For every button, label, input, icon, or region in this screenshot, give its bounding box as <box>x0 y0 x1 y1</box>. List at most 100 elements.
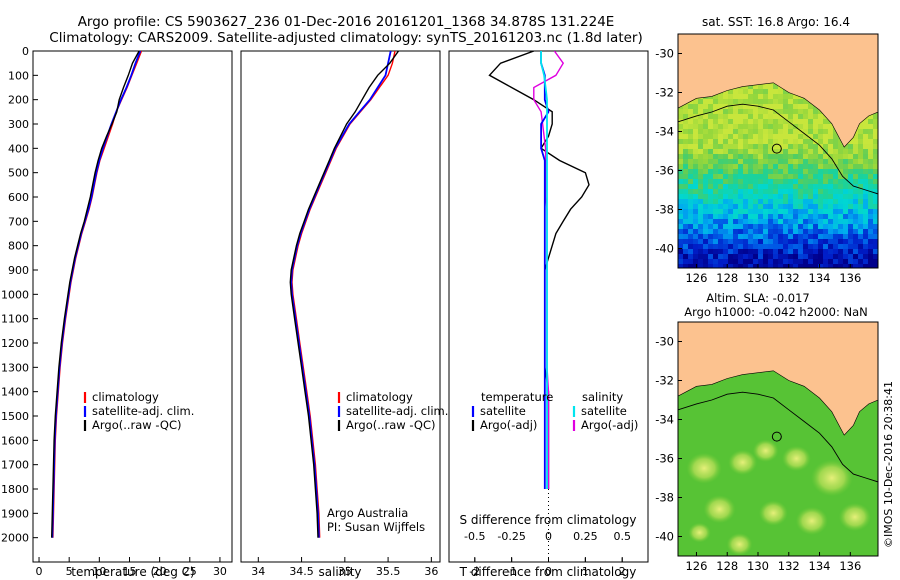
sst-cell <box>743 94 748 99</box>
sst-cell <box>753 224 758 229</box>
sst-cell <box>758 194 763 199</box>
sst-cell <box>723 189 728 194</box>
sst-cell <box>738 219 743 224</box>
sst-cell <box>868 179 873 184</box>
sst-cell <box>763 139 768 144</box>
sst-cell <box>753 179 758 184</box>
sst-cell <box>678 119 683 124</box>
sst-cell <box>793 179 798 184</box>
sst-cell <box>773 194 778 199</box>
y-tick-label: 500 <box>8 167 29 180</box>
sst-cell <box>793 239 798 244</box>
sst-cell <box>773 164 778 169</box>
sst-cell <box>783 184 788 189</box>
sst-cell <box>828 154 833 159</box>
sst-cell <box>733 204 738 209</box>
sst-cell <box>828 229 833 234</box>
sst-cell <box>873 254 878 259</box>
sst-cell <box>743 184 748 189</box>
sst-cell <box>678 164 683 169</box>
sst-cell <box>778 119 783 124</box>
sst-cell <box>763 224 768 229</box>
sst-cell <box>743 124 748 129</box>
sst-cell <box>758 164 763 169</box>
sst-cell <box>828 164 833 169</box>
sst-cell <box>858 249 863 254</box>
sst-cell <box>838 259 843 264</box>
sst-cell <box>748 229 753 234</box>
sst-cell <box>718 264 723 268</box>
sst-cell <box>868 164 873 169</box>
sst-cell <box>753 114 758 119</box>
sst-cell <box>778 134 783 139</box>
sst-cell <box>793 159 798 164</box>
sst-cell <box>698 169 703 174</box>
sst-cell <box>708 244 713 249</box>
sst-cell <box>723 114 728 119</box>
map-y-tick-label: -36 <box>655 164 674 178</box>
sst-cell <box>733 249 738 254</box>
sst-cell <box>738 129 743 134</box>
map-y-tick-label: -32 <box>655 374 674 388</box>
sst-cell <box>688 119 693 124</box>
sla-map-title1: Altim. SLA: -0.017 <box>706 291 810 305</box>
sst-cell <box>843 179 848 184</box>
sst-cell <box>688 214 693 219</box>
sst-cell <box>698 209 703 214</box>
sst-cell <box>738 264 743 268</box>
sst-cell <box>808 104 813 109</box>
sst-cell <box>743 214 748 219</box>
sst-cell <box>733 234 738 239</box>
sst-cell <box>718 224 723 229</box>
temperature-x-axis: 0 5 10 15 20 25 30 <box>36 557 227 578</box>
sst-cell <box>758 204 763 209</box>
sst-cell <box>688 244 693 249</box>
difference-panel: -2 -1 0 1 2 -0.5 -0.25 0 0.25 0.5 T difference f… <box>448 50 649 579</box>
sst-cell <box>738 139 743 144</box>
sst-cell <box>833 264 838 268</box>
sst-cell <box>698 224 703 229</box>
sst-cell <box>823 209 828 214</box>
sst-cell <box>773 199 778 204</box>
sst-cell <box>783 174 788 179</box>
sst-cell <box>788 149 793 154</box>
sst-cell <box>743 99 748 104</box>
sst-cell <box>718 99 723 104</box>
sst-cell <box>793 174 798 179</box>
sst-cell <box>778 114 783 119</box>
sla-map-axes: 126 128 130 132 134 136 -30 -32 -34 -36 -38 -40 <box>655 335 861 574</box>
legend-label: Argo(-adj) <box>581 418 638 432</box>
sst-cell <box>848 179 853 184</box>
sst-cell <box>838 214 843 219</box>
sst-cell <box>778 99 783 104</box>
sst-cell <box>708 104 713 109</box>
sst-cell <box>788 244 793 249</box>
sst-cell <box>693 229 698 234</box>
sst-cell <box>838 249 843 254</box>
sst-cell <box>753 139 758 144</box>
sst-cell <box>743 154 748 159</box>
sst-cell <box>708 109 713 114</box>
sst-cell <box>818 134 823 139</box>
sst-cell <box>793 164 798 169</box>
sst-cell <box>798 184 803 189</box>
sst-cell <box>873 149 878 154</box>
sst-cell <box>683 189 688 194</box>
sst-cell <box>828 204 833 209</box>
sst-cell <box>848 149 853 154</box>
sst-cell <box>703 194 708 199</box>
sla-blob <box>838 503 871 531</box>
sst-cell <box>698 189 703 194</box>
sst-cell <box>798 264 803 268</box>
difference-lines <box>488 51 590 562</box>
sst-cell <box>863 259 868 264</box>
sst-cell <box>818 159 823 164</box>
annotation-line2: PI: Susan Wijffels <box>327 520 425 534</box>
sst-cell <box>753 99 758 104</box>
sst-cell <box>758 254 763 259</box>
sst-cell <box>693 194 698 199</box>
sst-cell <box>698 199 703 204</box>
sst-cell <box>768 174 773 179</box>
y-tick-label: 1900 <box>1 507 29 520</box>
sst-cell <box>803 234 808 239</box>
